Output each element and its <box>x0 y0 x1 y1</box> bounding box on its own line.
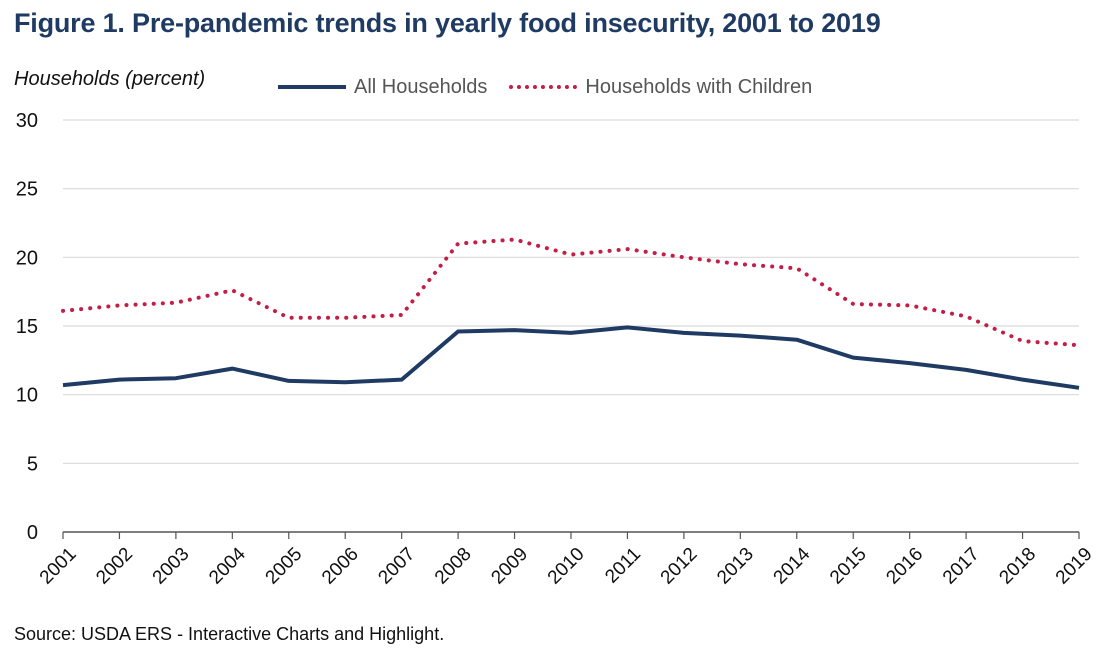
chart-title: Figure 1. Pre-pandemic trends in yearly … <box>14 8 881 38</box>
x-tick-label-2002: 2002 <box>92 544 137 589</box>
series-line-households-with-children <box>61 237 1081 348</box>
legend: All Households Households with Children <box>278 74 834 100</box>
x-tick-label-2014: 2014 <box>770 543 815 588</box>
legend-label-all-households: All Households <box>354 75 488 98</box>
legend-swatch-solid <box>278 85 346 89</box>
y-tick-label-10: 10 <box>16 385 38 407</box>
x-tick-label-2005: 2005 <box>262 544 307 589</box>
x-tick-label-2016: 2016 <box>883 544 928 589</box>
legend-swatch-dotted <box>509 85 578 89</box>
x-tick-label-2003: 2003 <box>149 544 194 589</box>
y-tick-label-0: 0 <box>27 522 38 544</box>
x-tick-label-2009: 2009 <box>487 544 532 589</box>
source-note: Source: USDA ERS - Interactive Charts an… <box>14 624 445 644</box>
x-tick-label-2008: 2008 <box>431 544 476 589</box>
y-tick-label-30: 30 <box>16 110 38 132</box>
x-tick-label-2017: 2017 <box>939 544 984 589</box>
legend-label-households-with-children: Households with Children <box>585 75 813 98</box>
y-tick-label-20: 20 <box>16 247 38 269</box>
x-tick-label-2004: 2004 <box>205 543 250 588</box>
x-tick-label-2011: 2011 <box>601 544 645 588</box>
y-tick-label-5: 5 <box>27 453 38 475</box>
x-tick-label-2019: 2019 <box>1052 544 1097 589</box>
y-axis-label: Households (percent) <box>14 68 206 90</box>
x-tick-label-2015: 2015 <box>826 544 871 589</box>
legend-item-all-households: All Households <box>278 76 487 99</box>
x-tick-label-2010: 2010 <box>544 544 589 589</box>
x-tick-label-2006: 2006 <box>318 544 363 589</box>
x-tick-label-2001: 2001 <box>36 544 81 589</box>
x-tick-label-2018: 2018 <box>995 544 1040 589</box>
y-tick-label-15: 15 <box>16 316 38 338</box>
legend-item-households-with-children: Households with Children <box>509 76 812 99</box>
x-tick-label-2013: 2013 <box>713 544 758 589</box>
x-tick-label-2007: 2007 <box>375 544 420 589</box>
x-tick-label-2012: 2012 <box>657 544 702 589</box>
series-line-all-households <box>62 325 1080 390</box>
y-tick-label-25: 25 <box>16 179 38 201</box>
